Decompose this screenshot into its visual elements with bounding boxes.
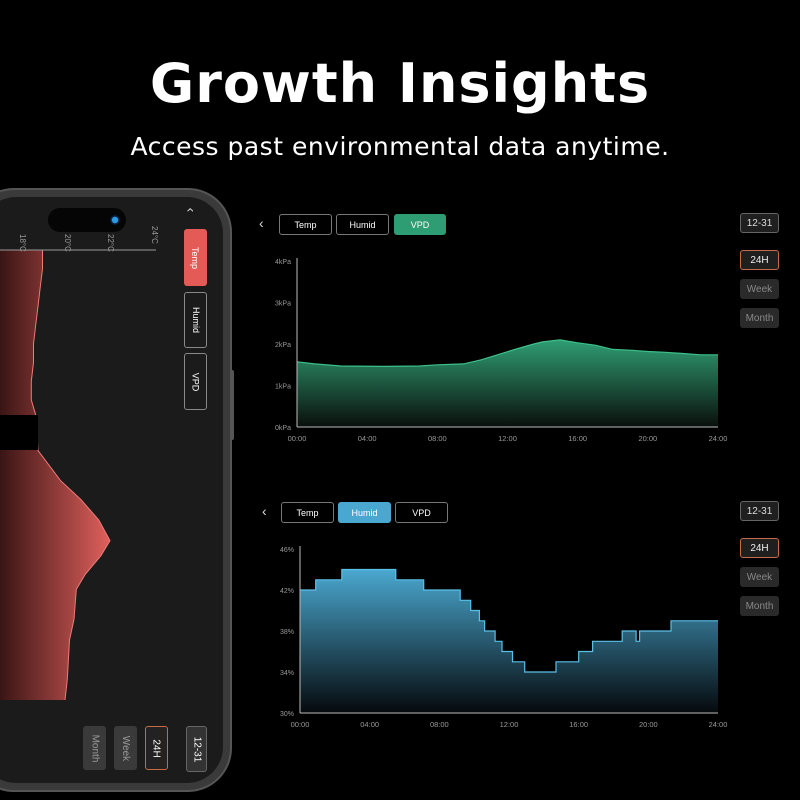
y-tick-label: 1kPa — [275, 384, 291, 391]
y-tick-label: 4kPa — [275, 259, 291, 266]
tab-temp[interactable]: Temp — [279, 214, 332, 235]
x-tick-label: 04:00 — [358, 434, 377, 443]
x-tick-label: 24:00 — [709, 720, 728, 729]
chevron-left-icon[interactable]: ‹ — [259, 215, 264, 231]
phone-tab-vpd[interactable]: VPD — [184, 353, 207, 410]
area-fill — [297, 339, 718, 427]
x-tick-label: 16:00 — [569, 720, 588, 729]
x-tick-label: 04:00 — [360, 720, 379, 729]
date-button[interactable]: 12-31 — [740, 501, 779, 521]
area-fill — [300, 569, 718, 713]
range-24h[interactable]: 24H — [740, 538, 779, 558]
y-tick-label: 46% — [280, 547, 294, 554]
humid-chart: 30% 34% 38% 42% 46% 00:00 04:00 08:00 12:00 16:00… — [280, 546, 728, 729]
range-24h[interactable]: 24H — [740, 250, 779, 270]
phone-date-button[interactable]: 12-31 — [186, 726, 207, 772]
y-tick-label: 0kPa — [275, 425, 291, 432]
x-tick-label: 20:00 — [638, 434, 657, 443]
tooltip-overlay — [0, 415, 38, 450]
series-line — [300, 568, 718, 673]
x-tick-label: 24:00 — [709, 434, 728, 443]
tab-humid[interactable]: Humid — [336, 214, 389, 235]
y-tick-label: 3kPa — [275, 301, 291, 308]
range-month[interactable]: Month — [740, 596, 779, 616]
y-tick-label: 42% — [280, 588, 294, 595]
phone-range-week[interactable]: Week — [114, 726, 137, 770]
x-tick-label: 16:00 — [568, 434, 587, 443]
x-tick-label: 08:00 — [428, 434, 447, 443]
phone-tab-temp[interactable]: Temp — [184, 229, 207, 286]
phone-side-button — [230, 370, 234, 440]
y-tick-label: 34% — [280, 670, 294, 677]
phone-range-month[interactable]: Month — [83, 726, 106, 770]
temp-series-line — [30, 250, 111, 701]
x-tick-label: 08:00 — [430, 720, 449, 729]
y-tick-label: 2kPa — [275, 342, 291, 349]
chevron-left-icon[interactable]: ‹ — [262, 503, 267, 519]
temp-area-fill — [0, 250, 110, 700]
tab-temp[interactable]: Temp — [281, 502, 334, 523]
y-tick-label: 30% — [280, 711, 294, 718]
temp-tick: 20°C — [63, 234, 72, 252]
vpd-chart: 0kPa 1kPa 2kPa 3kPa 4kPa 00:00 04:00 08:00 12:00… — [275, 258, 728, 443]
temp-tick: 24°C — [150, 226, 159, 244]
x-tick-label: 00:00 — [288, 434, 307, 443]
dynamic-island — [48, 208, 126, 232]
temp-tick: 18°C — [18, 234, 27, 252]
page-subtitle: Access past environmental data anytime. — [130, 132, 670, 161]
tab-vpd[interactable]: VPD — [395, 502, 448, 523]
x-tick-label: 00:00 — [291, 720, 310, 729]
tab-humid[interactable]: Humid — [338, 502, 391, 523]
phone-tab-humid[interactable]: Humid — [184, 292, 207, 348]
camera-dot-icon — [110, 215, 120, 225]
range-month[interactable]: Month — [740, 308, 779, 328]
x-tick-label: 12:00 — [500, 720, 519, 729]
range-week[interactable]: Week — [740, 567, 779, 587]
y-tick-label: 38% — [280, 629, 294, 636]
series-line — [296, 339, 718, 368]
x-tick-label: 12:00 — [498, 434, 517, 443]
range-week[interactable]: Week — [740, 279, 779, 299]
x-tick-label: 20:00 — [639, 720, 658, 729]
temp-chart: 18°C 20°C 22°C 24°C — [0, 208, 159, 701]
chevron-up-icon[interactable]: ‹ — [183, 207, 200, 213]
phone-range-24h[interactable]: 24H — [145, 726, 168, 770]
date-button[interactable]: 12-31 — [740, 213, 779, 233]
page-title: Growth Insights — [149, 52, 651, 115]
tab-vpd[interactable]: VPD — [394, 214, 446, 235]
temp-tick: 22°C — [106, 234, 115, 252]
